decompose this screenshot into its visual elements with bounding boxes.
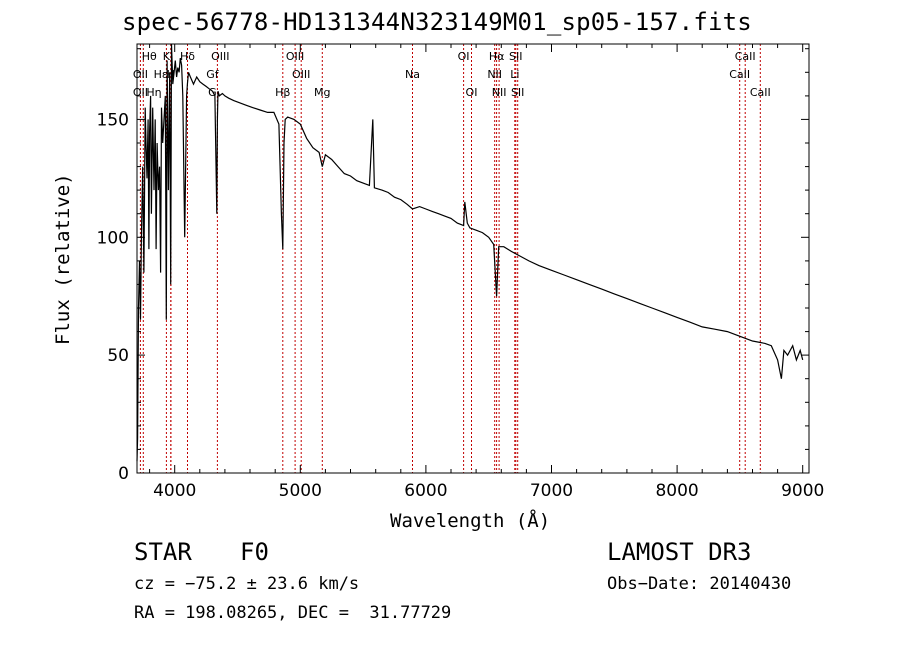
line-label-16: Li	[510, 68, 519, 81]
ra-dec-coordinates: RA = 198.08265, DEC = 31.77729	[134, 603, 452, 623]
line-label-15: NII	[487, 68, 502, 81]
line-label-7: SII	[509, 50, 522, 63]
line-label-24: NII	[492, 86, 507, 99]
line-label-10: Hε	[154, 68, 168, 81]
x-axis-ticks: 4000 5000 6000 7000 8000 9000	[149, 44, 824, 501]
x-axis-label: Wavelength (Å)	[390, 510, 551, 532]
line-label-1: K	[163, 50, 171, 63]
chart-title: spec-56778-HD131344N323149M01_sp05-157.f…	[122, 8, 752, 36]
line-label-0: Hθ	[142, 50, 157, 63]
y-axis-ticks: 0 50 100 150	[97, 48, 809, 484]
x-tick-label-4: 8000	[655, 481, 698, 501]
line-label-21: Hβ	[275, 86, 290, 99]
object-subclass: F0	[240, 538, 269, 566]
flux-series-line	[136, 43, 804, 462]
redshift-cz: cz = −75.2 ± 23.6 km/s	[134, 574, 360, 594]
line-label-26: CaII	[750, 86, 771, 99]
x-tick-label-0: 4000	[153, 481, 196, 501]
object-class: STAR	[134, 538, 192, 566]
y-tick-label-0: 0	[118, 464, 129, 484]
x-tick-label-5: 9000	[781, 481, 824, 501]
line-label-5: OI	[458, 50, 470, 63]
y-axis-label: Flux (relative)	[52, 173, 74, 345]
survey-name: LAMOST DR3	[607, 538, 752, 566]
line-label-6: Hα	[489, 50, 505, 63]
line-label-23: OI	[466, 86, 478, 99]
line-label-19: Hη	[146, 86, 161, 99]
line-label-4: OIII	[286, 50, 304, 63]
line-label-8: CaII	[735, 50, 756, 63]
line-label-25: SII	[511, 86, 524, 99]
line-label-17: CaII	[729, 68, 750, 81]
line-label-14: Na	[405, 68, 420, 81]
x-tick-label-1: 5000	[279, 481, 322, 501]
y-tick-label-1: 50	[107, 346, 129, 366]
line-label-9: OII	[133, 68, 148, 81]
line-label-22: Mg	[314, 86, 330, 99]
y-tick-label-2: 100	[97, 228, 129, 248]
x-tick-label-2: 6000	[404, 481, 447, 501]
observation-date: Obs−Date: 20140430	[607, 574, 792, 594]
line-label-2: Hδ	[180, 50, 195, 63]
line-label-13: OIII	[292, 68, 310, 81]
y-tick-label-3: 150	[97, 110, 129, 130]
line-label-20: G	[208, 86, 217, 99]
line-label-12: Gf	[206, 68, 220, 81]
line-label-3: OIII	[211, 50, 229, 63]
spectral-line-markers	[139, 44, 761, 473]
x-tick-label-3: 7000	[530, 481, 573, 501]
plot-frame	[136, 43, 810, 474]
